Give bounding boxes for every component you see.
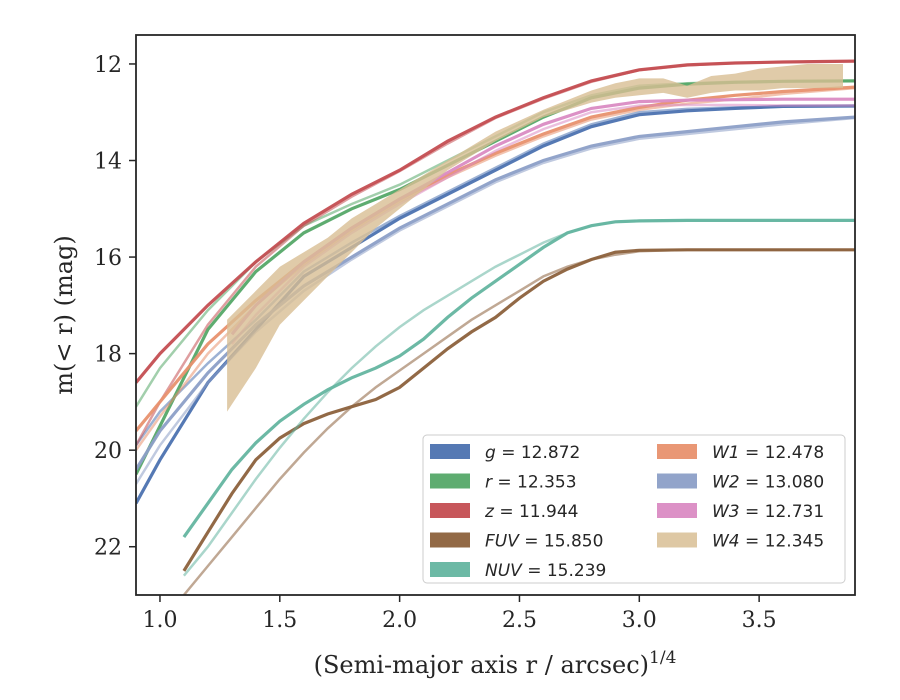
- legend-label-r: r = 12.353: [485, 473, 577, 493]
- x-tick-label: 1.0: [142, 608, 177, 633]
- legend-swatch-r: [430, 473, 470, 489]
- y-axis: 12 14 16 18 20 22: [94, 53, 136, 561]
- legend-label-fuv: FUV = 15.850: [485, 532, 603, 552]
- x-axis: 1.0 1.5 2.0 2.5 3.0 3.5: [142, 595, 777, 633]
- y-tick-label: 14: [94, 150, 122, 175]
- x-tick-label: 1.5: [262, 608, 297, 633]
- y-tick-label: 12: [94, 53, 122, 78]
- y-tick-label: 22: [94, 536, 122, 561]
- legend-label-w4: W4 = 12.345: [712, 532, 824, 552]
- y-tick-label: 16: [94, 246, 122, 271]
- x-tick-label: 2.0: [382, 608, 417, 633]
- series-line-fuv-secondary: [182, 248, 855, 595]
- y-tick-label: 20: [94, 439, 122, 464]
- legend-swatch-w2: [657, 473, 697, 489]
- legend-swatch-z: [430, 503, 470, 518]
- x-axis-label-exponent: 1/4: [649, 648, 676, 668]
- series-line-nuv: [182, 218, 855, 539]
- legend-label-w3: W3 = 12.731: [712, 502, 824, 522]
- legend-label-g: g = 12.872: [485, 443, 580, 463]
- legend-box: [422, 434, 846, 584]
- series-band-w4: [227, 64, 844, 412]
- legend-swatch-w4: [657, 532, 697, 548]
- legend-swatch-w3: [657, 503, 697, 518]
- y-axis-label: m(< r) (mag): [50, 235, 78, 394]
- x-tick-label: 3.0: [622, 608, 657, 633]
- plot-frame: [135, 34, 856, 596]
- legend-swatch-fuv: [430, 532, 470, 548]
- legend-label-w2: W2 = 13.080: [712, 473, 824, 493]
- x-tick-label: 2.5: [502, 608, 537, 633]
- legend: g = 12.872 r = 12.353 z = 11.944 FUV = 15.8…: [422, 434, 846, 584]
- series-line-fuv: [182, 248, 855, 572]
- legend-swatch-w1: [657, 444, 697, 459]
- legend-swatch-nuv: [430, 562, 470, 577]
- x-axis-label: (Semi-major axis r / arcsec)1/4: [314, 648, 677, 679]
- y-tick-label: 18: [94, 343, 122, 368]
- legend-label-nuv: NUV = 15.239: [485, 561, 606, 581]
- series-line-z: [136, 59, 855, 384]
- series-layer: [136, 59, 855, 595]
- x-tick-label: 3.5: [742, 608, 777, 633]
- legend-label-z: z = 11.944: [484, 502, 578, 522]
- legend-label-w1: W1 = 12.478: [712, 443, 824, 463]
- legend-swatch-g: [430, 444, 470, 459]
